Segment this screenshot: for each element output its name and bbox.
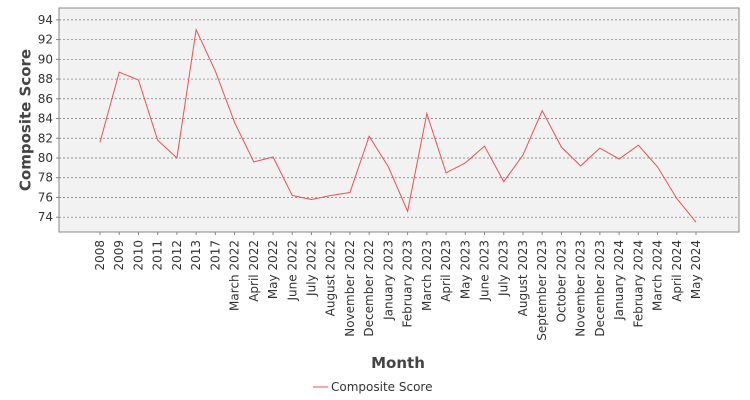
y-tick-label: 90 (38, 52, 53, 66)
x-tick-label: June 2022 (285, 240, 299, 302)
x-tick-label: January 2024 (612, 240, 626, 321)
x-tick-label: 2010 (131, 240, 145, 271)
x-tick-label: February 2023 (401, 240, 415, 328)
y-tick-label: 88 (38, 72, 53, 86)
legend-label: Composite Score (331, 380, 432, 394)
x-tick-label: 2012 (170, 240, 184, 271)
y-tick-label: 80 (38, 151, 53, 165)
y-tick-label: 94 (38, 13, 53, 27)
x-tick-label: 2009 (112, 240, 126, 271)
x-tick-label: 2008 (93, 240, 107, 271)
x-tick-label: May 2022 (266, 240, 280, 299)
x-tick-label: April 2023 (439, 240, 453, 302)
y-axis-title: Composite Score (17, 49, 35, 191)
x-tick-label: August 2022 (324, 240, 338, 316)
x-tick-label: July 2023 (497, 240, 511, 297)
x-axis-title: Month (371, 354, 425, 372)
x-tick-label: November 2022 (343, 240, 357, 337)
x-tick-label: December 2022 (362, 240, 376, 337)
x-tick-label: July 2022 (304, 240, 318, 297)
y-tick-label: 86 (38, 92, 53, 106)
x-tick-label: 2017 (208, 240, 222, 271)
x-tick-label: January 2023 (381, 240, 395, 321)
x-tick-label: 2011 (151, 240, 165, 271)
x-tick-label: 2013 (189, 240, 203, 271)
y-tick-label: 92 (38, 33, 53, 47)
x-tick-label: March 2024 (651, 240, 665, 311)
y-tick-label: 78 (38, 171, 53, 185)
y-tick-label: 82 (38, 131, 53, 145)
y-tick-label: 76 (38, 190, 53, 204)
y-tick-label: 74 (38, 210, 53, 224)
x-tick-label: June 2023 (478, 240, 492, 302)
data-line (99, 27, 697, 223)
x-tick-label: March 2023 (420, 240, 434, 311)
x-tick-label: May 2024 (689, 240, 703, 299)
x-tick-label: April 2024 (670, 240, 684, 302)
plot-area (58, 7, 740, 233)
x-tick-label: May 2023 (458, 240, 472, 299)
x-tick-label: September 2023 (535, 240, 549, 341)
x-tick-label: December 2023 (593, 240, 607, 337)
x-tick-label: February 2024 (631, 240, 645, 328)
x-tick-label: August 2023 (516, 240, 530, 316)
y-tick-label: 84 (38, 112, 53, 126)
x-tick-label: March 2022 (228, 240, 242, 311)
x-tick-label: October 2023 (554, 240, 568, 322)
x-tick-label: April 2022 (247, 240, 261, 302)
x-tick-label: November 2023 (574, 240, 588, 337)
